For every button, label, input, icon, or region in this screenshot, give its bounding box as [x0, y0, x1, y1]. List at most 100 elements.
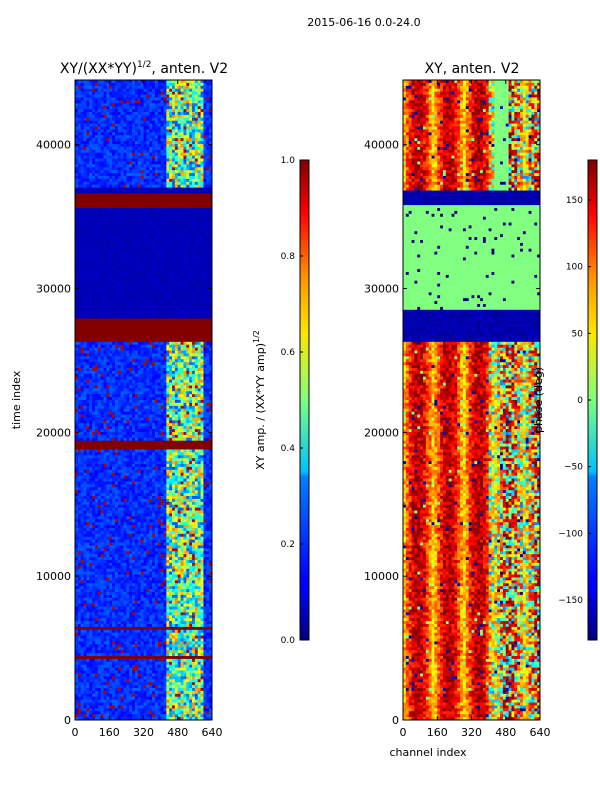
heatmap-cell: [77, 181, 82, 186]
heatmap-cell: [169, 178, 173, 183]
heatmap-cell: [152, 304, 156, 308]
heatmap-cell: [143, 176, 147, 180]
heatmap-cell: [140, 88, 144, 93]
heatmap-cell: [129, 330, 133, 334]
heatmap-cell: [197, 240, 201, 244]
heatmap-cell: [120, 251, 124, 255]
heatmap-cell: [103, 120, 107, 125]
heatmap-cell: [129, 126, 133, 130]
heatmap-cell: [149, 106, 153, 110]
heatmap-cell: [146, 205, 150, 209]
heatmap-cell: [192, 167, 196, 171]
heatmap-cell: [134, 103, 139, 107]
heatmap-cell: [172, 286, 176, 290]
heatmap-cell: [209, 146, 212, 151]
heatmap-cell: [206, 283, 210, 287]
heatmap-cell: [134, 173, 139, 177]
heatmap-cell: [140, 257, 144, 261]
heatmap-cell: [180, 141, 184, 145]
heatmap-cell: [169, 199, 173, 203]
heatmap-cell: [197, 187, 201, 191]
heatmap-cell: [189, 304, 193, 308]
heatmap-cell: [209, 222, 212, 226]
heatmap-cell: [157, 158, 162, 162]
heatmap-cell: [140, 365, 144, 369]
heatmap-cell: [160, 272, 164, 276]
heatmap-cell: [200, 263, 204, 267]
heatmap-cell: [109, 97, 113, 101]
heatmap-cell: [100, 85, 104, 90]
heatmap-cell: [189, 231, 193, 235]
heatmap-cell: [154, 336, 159, 340]
heatmap-cell: [100, 260, 104, 264]
heatmap-cell: [189, 280, 193, 285]
heatmap-cell: [140, 359, 144, 363]
heatmap-cell: [169, 370, 173, 375]
heatmap-cell: [189, 338, 193, 343]
heatmap-cell: [129, 324, 133, 328]
heatmap-cell: [80, 100, 84, 104]
heatmap-cell: [140, 231, 144, 235]
heatmap-cell: [106, 242, 110, 247]
heatmap-cell: [83, 100, 87, 104]
heatmap-cell: [100, 152, 104, 157]
heatmap-cell: [152, 350, 156, 354]
heatmap-cell: [143, 379, 147, 383]
heatmap-cell: [203, 164, 207, 168]
heatmap-cell: [83, 196, 87, 200]
heatmap-cell: [137, 277, 142, 282]
heatmap-cell: [172, 333, 176, 337]
heatmap-cell: [134, 216, 139, 221]
heatmap-cell: [120, 94, 124, 98]
heatmap-cell: [200, 350, 204, 354]
heatmap-cell: [112, 138, 116, 142]
heatmap-cell: [109, 240, 113, 244]
heatmap-cell: [169, 277, 173, 282]
heatmap-cell: [152, 80, 156, 84]
heatmap-cell: [189, 216, 193, 221]
heatmap-cell: [180, 298, 184, 302]
heatmap-cell: [209, 257, 212, 261]
heatmap-cell: [126, 202, 130, 206]
heatmap-cell: [152, 356, 156, 360]
heatmap-cell: [100, 341, 104, 346]
heatmap-cell: [172, 248, 176, 253]
heatmap-cell: [109, 114, 113, 119]
heatmap-cell: [206, 257, 210, 261]
heatmap-cell: [134, 277, 139, 282]
heatmap-cell: [166, 120, 170, 125]
heatmap-cell: [112, 202, 116, 206]
heatmap-cell: [117, 362, 122, 366]
heatmap-cell: [186, 100, 190, 104]
heatmap-cell: [114, 301, 119, 305]
heatmap-cell: [123, 237, 127, 241]
heatmap-cell: [166, 109, 170, 113]
heatmap-cell: [83, 321, 87, 325]
heatmap-cell: [106, 80, 110, 84]
heatmap-cell: [160, 144, 164, 148]
heatmap-cell: [149, 304, 153, 308]
heatmap-cell: [80, 132, 84, 136]
heatmap-cell: [100, 368, 104, 372]
heatmap-cell: [89, 225, 93, 229]
heatmap-cell: [112, 298, 116, 302]
heatmap-cell: [177, 210, 181, 215]
heatmap-cell: [117, 231, 122, 235]
heatmap-cell: [197, 103, 201, 107]
heatmap-cell: [206, 263, 210, 267]
heatmap-cell: [206, 292, 210, 296]
heatmap-cell: [203, 228, 207, 232]
heatmap-cell: [97, 283, 102, 287]
heatmap-cell: [143, 318, 147, 322]
heatmap-cell: [134, 94, 139, 98]
heatmap-cell: [137, 231, 142, 235]
heatmap-cell: [109, 173, 113, 177]
heatmap-cell: [172, 309, 176, 314]
heatmap-cell: [186, 109, 190, 113]
heatmap-cell: [120, 266, 124, 270]
heatmap-cell: [146, 309, 150, 314]
heatmap-cell: [129, 269, 133, 273]
heatmap-cell: [183, 315, 187, 319]
heatmap-cell: [180, 321, 184, 325]
heatmap-cell: [117, 82, 122, 87]
